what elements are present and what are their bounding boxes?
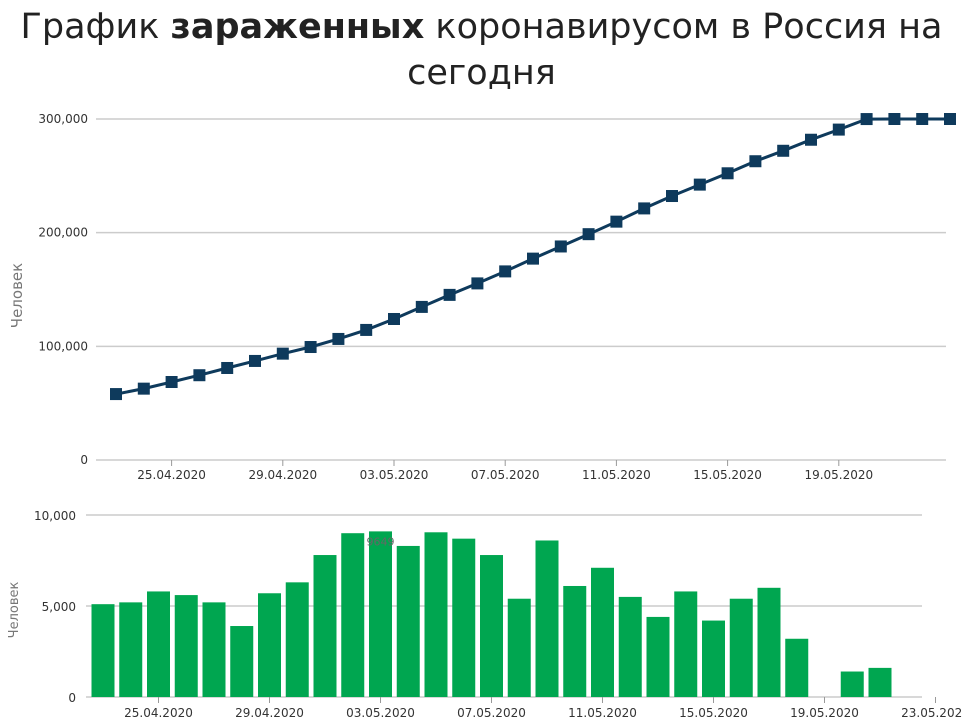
bar — [674, 591, 698, 697]
bar-x-tick-label: 07.05.2020 — [457, 706, 526, 720]
line-x-tick-label: 15.05.2020 — [693, 468, 762, 482]
bar-data-label: 9649 — [367, 535, 395, 548]
line-point-marker — [693, 178, 706, 191]
line-point-marker — [749, 155, 762, 168]
line-point-marker — [304, 341, 317, 354]
bar — [341, 533, 365, 697]
bar — [147, 591, 170, 697]
line-point-marker — [110, 388, 122, 401]
line-y-tick-label: 100,000 — [38, 339, 88, 353]
line-point-marker — [888, 113, 901, 125]
bar — [313, 555, 337, 697]
chart-title: График зараженных коронавирусом в Россия… — [0, 4, 963, 96]
bar — [563, 585, 587, 697]
line-point-marker — [165, 375, 178, 388]
line-point-marker — [443, 288, 456, 301]
bar-y-tick-label: 10,000 — [34, 509, 76, 523]
bar — [452, 538, 476, 697]
line-point-marker — [832, 123, 845, 136]
bar-y-tick-label: 5,000 — [42, 600, 76, 614]
bar — [840, 671, 864, 697]
bar — [868, 667, 892, 697]
line-x-tick-label: 19.05.2020 — [804, 468, 873, 482]
bar-x-tick-label: 11.05.2020 — [568, 706, 637, 720]
line-point-marker — [249, 354, 261, 367]
line-y-tick-label: 0 — [80, 453, 88, 467]
line-y-tick-label: 300,000 — [38, 112, 88, 126]
bar-x-tick-label: 25.04.2020 — [124, 706, 193, 720]
line-point-marker — [360, 323, 373, 336]
line-point-marker — [721, 167, 734, 180]
cumulative-line-chart: 0 100,000 200,000 300,000 Человек 25.04.2020 2… — [8, 112, 956, 482]
bar — [618, 596, 642, 697]
bar-y-axis-label: Человек — [7, 582, 22, 639]
bar-x-tick-label: 15.05.2020 — [679, 706, 748, 720]
bar — [396, 545, 420, 697]
line-point-marker — [193, 369, 206, 382]
bar — [230, 626, 254, 697]
bar — [202, 602, 226, 697]
bar — [785, 638, 809, 697]
line-point-marker — [527, 252, 539, 265]
chart-title-suffix: коронавирусом в Россия на сегодня — [407, 7, 943, 93]
line-point-marker — [610, 215, 623, 228]
daily-bar-chart: 0 5,000 10,000 Человек 9649 25.04.2020 29.04.2… — [7, 509, 963, 720]
line-point-marker — [471, 277, 484, 290]
bar — [119, 602, 143, 697]
line-point-marker — [499, 265, 512, 278]
bar-x-tick-label: 23.05.2020 — [901, 706, 963, 720]
bar — [646, 616, 670, 697]
line-point-marker — [332, 332, 345, 345]
bar — [507, 598, 531, 697]
bar-x-tick-label: 19.05.2020 — [790, 706, 859, 720]
line-point-marker — [582, 228, 595, 241]
bar — [591, 567, 614, 697]
line-point-marker — [944, 113, 956, 125]
line-y-tick-label: 200,000 — [38, 226, 88, 240]
line-point-marker — [916, 113, 929, 125]
line-y-axis-label: Человек — [8, 263, 26, 328]
bar — [702, 620, 725, 697]
line-point-marker — [415, 300, 428, 313]
line-point-marker — [860, 113, 873, 126]
line-point-marker — [805, 133, 817, 146]
line-point-marker — [777, 144, 790, 157]
line-x-tick-label: 11.05.2020 — [582, 468, 651, 482]
bar — [285, 582, 309, 697]
line-x-tick-label: 03.05.2020 — [360, 468, 429, 482]
line-point-marker — [276, 347, 289, 360]
chart-title-prefix: График — [20, 7, 171, 47]
bar — [91, 604, 115, 697]
line-x-tick-label: 25.04.2020 — [137, 468, 206, 482]
bar — [757, 587, 781, 697]
bar-x-tick-label: 29.04.2020 — [235, 706, 304, 720]
line-point-marker — [388, 312, 400, 325]
line-x-tick-label: 07.05.2020 — [471, 468, 540, 482]
bar — [174, 595, 198, 697]
bar — [369, 531, 392, 697]
bar — [480, 555, 503, 697]
line-x-tick-label: 29.04.2020 — [248, 468, 317, 482]
bar — [258, 593, 281, 697]
line-point-marker — [137, 382, 150, 395]
chart-title-bold: зараженных — [170, 7, 425, 47]
bar — [535, 540, 559, 697]
line-point-marker — [554, 240, 567, 253]
line-point-marker — [638, 202, 651, 215]
bar-y-tick-label: 0 — [68, 691, 76, 705]
line-point-marker — [221, 361, 234, 374]
bar — [424, 532, 448, 697]
bar-x-tick-label: 03.05.2020 — [346, 706, 415, 720]
bar — [729, 598, 753, 697]
line-point-marker — [666, 190, 678, 203]
